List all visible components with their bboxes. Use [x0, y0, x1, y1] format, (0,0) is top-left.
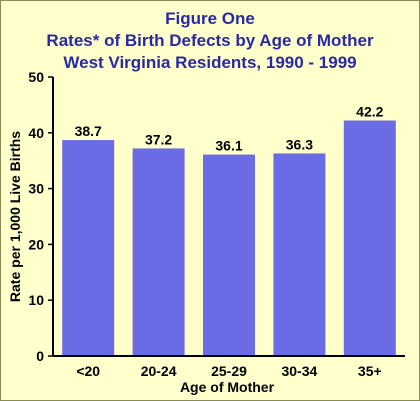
- category-label: 20-24: [141, 363, 177, 379]
- y-tick-label: 40: [28, 125, 44, 141]
- y-tick-label: 20: [28, 236, 44, 252]
- category-labels: <20 20-24 25-29 30-34 35+: [76, 363, 381, 379]
- y-tick-label: 10: [28, 292, 44, 308]
- y-axis-title: Rate per 1,000 Live Births: [7, 131, 23, 302]
- bar: [273, 153, 326, 356]
- data-label: 42.2: [356, 104, 383, 120]
- y-tick-label: 50: [28, 69, 44, 85]
- category-label: 25-29: [211, 363, 247, 379]
- bar: [132, 148, 185, 356]
- bars: [62, 120, 396, 356]
- chart-subtitle-2: West Virginia Residents, 1990 - 1999: [63, 53, 357, 72]
- category-label: <20: [76, 363, 100, 379]
- y-axis-ticks: 0 10 20 30 40 50: [28, 69, 53, 364]
- category-label: 35+: [358, 363, 382, 379]
- bar: [62, 140, 115, 356]
- bar: [343, 120, 396, 356]
- x-axis-title: Age of Mother: [180, 379, 275, 395]
- chart-title: Figure One: [165, 9, 255, 28]
- data-labels: 38.7 37.2 36.1 36.3 42.2: [75, 104, 384, 154]
- data-label: 37.2: [145, 131, 172, 147]
- chart-subtitle: Rates* of Birth Defects by Age of Mother: [46, 31, 374, 50]
- bar: [203, 154, 255, 356]
- data-label: 36.1: [215, 138, 242, 154]
- category-label: 30-34: [281, 363, 317, 379]
- y-tick-label: 30: [28, 181, 44, 197]
- y-tick-label: 0: [36, 348, 44, 364]
- data-label: 36.3: [286, 136, 313, 152]
- data-label: 38.7: [75, 123, 102, 139]
